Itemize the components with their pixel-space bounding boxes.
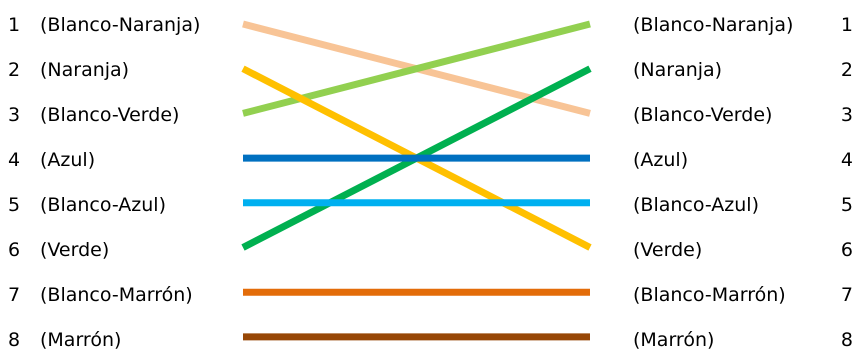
right-pin-1-number: 1 (841, 14, 853, 36)
right-pin-2-number: 2 (841, 59, 853, 81)
right-pin-3-number: 3 (841, 104, 853, 126)
right-pin-8-label: (Marrón) (633, 329, 714, 351)
left-pin-2-number: 2 (8, 59, 20, 81)
right-pin-labels: (Blanco-Naranja) 1 (Naranja) 2 (Blanco-V… (633, 14, 853, 351)
left-pin-8-number: 8 (8, 329, 20, 351)
left-pin-labels: 1 (Blanco-Naranja) 2 (Naranja) 3 (Blanco… (8, 14, 200, 351)
left-pin-4-number: 4 (8, 149, 20, 171)
wires-group (241, 20, 592, 341)
right-pin-5-number: 5 (841, 194, 853, 216)
left-pin-1-label: (Blanco-Naranja) (40, 14, 200, 36)
right-pin-2-label: (Naranja) (633, 59, 722, 81)
left-pin-1-number: 1 (8, 14, 20, 36)
left-pin-6-number: 6 (8, 239, 20, 261)
left-pin-5-number: 5 (8, 194, 20, 216)
right-pin-6-label: (Verde) (633, 239, 702, 261)
left-pin-3-number: 3 (8, 104, 20, 126)
left-pin-4-label: (Azul) (40, 149, 95, 171)
left-pin-6-label: (Verde) (40, 239, 109, 261)
left-pin-7-number: 7 (8, 284, 20, 306)
right-pin-8-number: 8 (841, 329, 853, 351)
left-pin-5-label: (Blanco-Azul) (40, 194, 166, 216)
left-pin-8-label: (Marrón) (40, 329, 121, 351)
right-pin-3-label: (Blanco-Verde) (633, 104, 772, 126)
right-pin-5-label: (Blanco-Azul) (633, 194, 759, 216)
right-pin-7-number: 7 (841, 284, 853, 306)
right-pin-4-label: (Azul) (633, 149, 688, 171)
right-pin-6-number: 6 (841, 239, 853, 261)
left-pin-3-label: (Blanco-Verde) (40, 104, 179, 126)
right-pin-7-label: (Blanco-Marrón) (633, 284, 786, 306)
left-pin-2-label: (Naranja) (40, 59, 129, 81)
right-pin-1-label: (Blanco-Naranja) (633, 14, 793, 36)
right-pin-4-number: 4 (841, 149, 853, 171)
left-pin-7-label: (Blanco-Marrón) (40, 284, 193, 306)
